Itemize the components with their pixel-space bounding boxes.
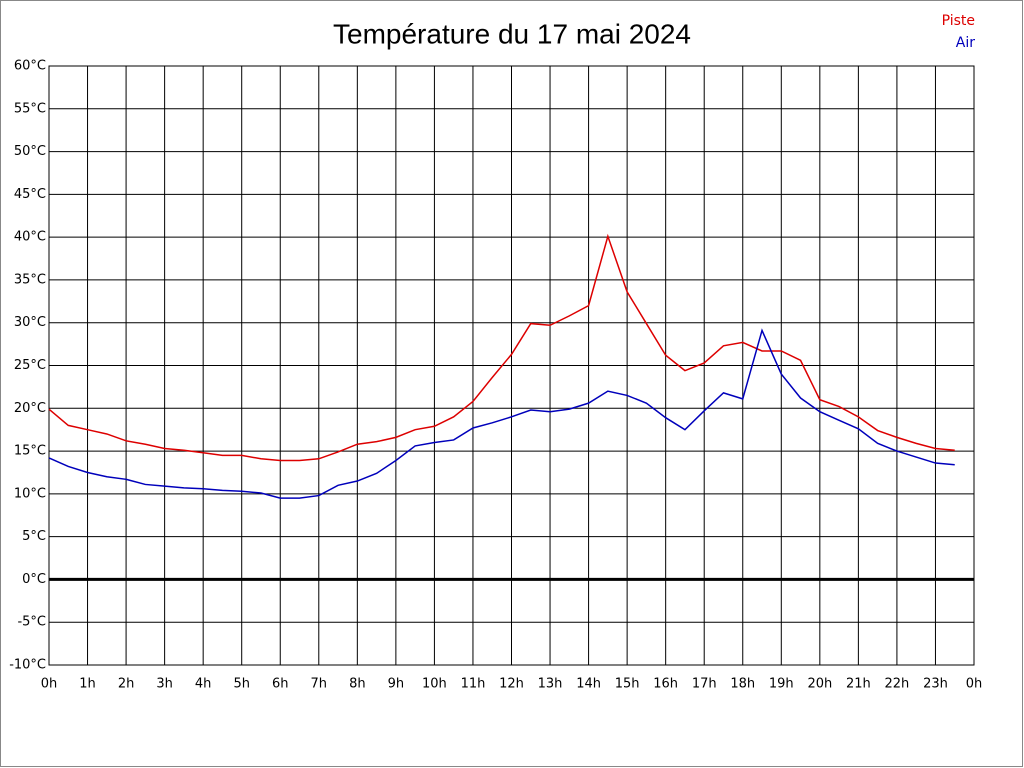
- x-tick-label: 9h: [388, 677, 405, 692]
- x-tick-label: 20h: [807, 677, 832, 692]
- x-tick-label: 7h: [311, 677, 328, 692]
- y-tick-label: 45°C: [14, 187, 46, 202]
- x-tick-label: 22h: [885, 677, 910, 692]
- y-tick-label: -5°C: [17, 615, 46, 630]
- series-line: [48, 328, 955, 499]
- x-tick-label: 14h: [576, 677, 601, 692]
- x-tick-label: 13h: [538, 677, 563, 692]
- x-tick-label: 6h: [272, 677, 289, 692]
- y-tick-label: 60°C: [14, 59, 46, 74]
- x-tick-label: 19h: [769, 677, 794, 692]
- legend-entry: Air: [956, 35, 975, 51]
- x-tick-label: 0h: [41, 677, 58, 692]
- y-tick-label: 25°C: [14, 358, 46, 373]
- y-tick-label: 50°C: [14, 144, 46, 159]
- y-tick-label: 30°C: [14, 315, 46, 330]
- x-tick-label: 17h: [692, 677, 717, 692]
- y-tick-label: 35°C: [14, 272, 46, 287]
- series-line: [48, 233, 955, 462]
- x-tick-label: 10h: [422, 677, 447, 692]
- x-tick-label: 15h: [615, 677, 640, 692]
- x-tick-label: 18h: [730, 677, 755, 692]
- y-tick-label: 40°C: [14, 230, 46, 245]
- y-tick-label: 55°C: [14, 101, 46, 116]
- x-tick-label: 3h: [156, 677, 173, 692]
- x-tick-label: 16h: [653, 677, 678, 692]
- x-tick-label: 21h: [846, 677, 871, 692]
- y-tick-label: -10°C: [9, 658, 46, 673]
- x-tick-label: 11h: [461, 677, 486, 692]
- y-tick-label: 20°C: [14, 401, 46, 416]
- x-tick-label: 4h: [195, 677, 212, 692]
- x-tick-label: 12h: [499, 677, 524, 692]
- x-tick-label: 1h: [79, 677, 96, 692]
- x-tick-label: 23h: [923, 677, 948, 692]
- legend-entry: Piste: [942, 13, 975, 29]
- chart-title: Température du 17 mai 2024: [333, 18, 691, 49]
- x-tick-label: 0h: [966, 677, 983, 692]
- y-tick-label: 10°C: [14, 486, 46, 501]
- x-tick-label: 8h: [349, 677, 366, 692]
- y-tick-label: 15°C: [14, 444, 46, 459]
- x-tick-label: 5h: [233, 677, 250, 692]
- y-tick-label: 5°C: [22, 529, 46, 544]
- x-tick-label: 2h: [118, 677, 135, 692]
- y-tick-label: 0°C: [22, 572, 46, 587]
